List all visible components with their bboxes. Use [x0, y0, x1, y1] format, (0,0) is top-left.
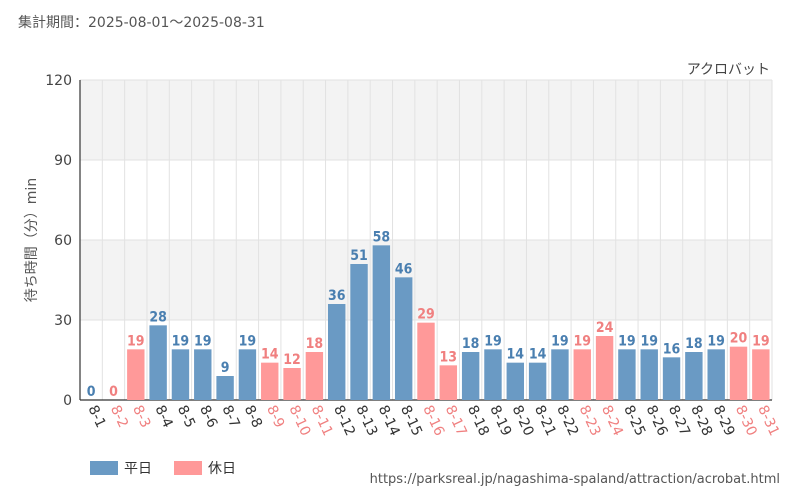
x-tick-label: 8-3 [129, 403, 153, 430]
value-label: 36 [328, 288, 346, 304]
value-label: 28 [149, 309, 167, 325]
value-label: 19 [618, 333, 636, 349]
value-label: 19 [707, 333, 725, 349]
bar-8-22 [551, 349, 569, 400]
x-tick-label: 8-7 [218, 403, 242, 430]
value-label: 12 [283, 352, 301, 368]
bar-8-16 [417, 322, 435, 400]
bar-8-7 [216, 376, 234, 400]
value-label: 19 [194, 333, 212, 349]
y-tick-label: 120 [45, 73, 72, 89]
value-label: 58 [373, 229, 391, 245]
bar-8-17 [439, 365, 458, 400]
plot-band [80, 80, 772, 160]
value-label: 14 [261, 347, 279, 363]
y-axis-title: 待ち時間（分）min [24, 178, 40, 302]
legend: 平日 休日 [90, 458, 258, 478]
value-label: 14 [507, 347, 525, 363]
source-url[interactable]: https://parksreal.jp/nagashima-spaland/a… [369, 472, 780, 487]
value-label: 0 [109, 384, 118, 400]
bar-8-26 [640, 349, 658, 400]
chart-title: アクロバット [687, 62, 770, 78]
value-label: 9 [221, 360, 230, 376]
bar-8-27 [662, 357, 681, 400]
value-label: 29 [417, 307, 435, 323]
bar-8-19 [484, 349, 502, 400]
x-tick-label: 8-6 [196, 403, 220, 431]
value-label: 19 [573, 333, 591, 349]
value-label: 51 [350, 248, 368, 264]
x-tick-label: 8-8 [241, 403, 265, 430]
bar-8-25 [618, 349, 636, 400]
bar-chart: 0306090120待ち時間（分）minアクロバット08-108-2198-32… [24, 62, 782, 439]
legend-item-holiday: 休日 [174, 458, 236, 478]
y-tick-label: 90 [54, 153, 72, 169]
plot-band [80, 240, 772, 320]
bar-8-23 [573, 349, 591, 400]
bar-8-31 [752, 349, 770, 400]
value-label: 16 [663, 341, 681, 357]
value-label: 0 [87, 384, 96, 400]
value-label: 14 [529, 347, 547, 363]
bar-8-3 [127, 349, 145, 400]
bar-8-21 [528, 362, 547, 400]
value-label: 19 [551, 333, 569, 349]
legend-label-weekday: 平日 [124, 461, 152, 477]
y-tick-label: 30 [54, 313, 72, 329]
value-label: 19 [484, 333, 502, 349]
value-label: 19 [127, 333, 145, 349]
y-tick-label: 0 [63, 393, 72, 409]
x-tick-label: 8-31 [754, 403, 782, 439]
bar-8-13 [350, 264, 368, 400]
x-tick-label: 8-2 [107, 403, 131, 430]
x-tick-label: 8-4 [152, 403, 176, 431]
value-label: 46 [395, 261, 413, 277]
value-label: 18 [462, 336, 480, 352]
legend-item-weekday: 平日 [90, 458, 152, 478]
bar-8-29 [707, 349, 725, 400]
bar-8-18 [461, 352, 480, 400]
value-label: 19 [640, 333, 658, 349]
legend-swatch-holiday [174, 461, 202, 475]
bar-8-24 [595, 336, 614, 400]
value-label: 18 [685, 336, 703, 352]
bar-8-28 [685, 352, 703, 400]
bar-8-15 [394, 277, 413, 400]
value-label: 19 [239, 333, 257, 349]
bar-8-14 [372, 245, 391, 400]
bar-8-11 [305, 352, 324, 400]
bar-8-4 [149, 325, 167, 400]
plot-band [80, 160, 772, 240]
x-tick-label: 8-5 [174, 403, 198, 430]
value-label: 19 [752, 333, 770, 349]
legend-label-holiday: 休日 [208, 461, 236, 477]
bar-8-8 [238, 349, 257, 400]
bar-8-6 [194, 349, 212, 400]
legend-swatch-weekday [90, 461, 118, 475]
y-tick-label: 60 [54, 233, 72, 249]
value-label: 24 [596, 320, 614, 336]
x-tick-label: 8-9 [263, 403, 287, 430]
bar-8-5 [171, 349, 190, 400]
value-label: 18 [306, 336, 324, 352]
x-tick-label: 8-1 [85, 403, 109, 430]
value-label: 19 [172, 333, 190, 349]
bar-8-20 [506, 362, 524, 400]
bar-8-10 [283, 368, 301, 400]
period-label: 集計期間：2025-08-01〜2025-08-31 [18, 15, 265, 31]
bar-8-9 [261, 362, 279, 400]
value-label: 13 [440, 349, 458, 365]
value-label: 20 [730, 331, 748, 347]
bar-8-30 [729, 346, 748, 400]
bar-8-12 [328, 304, 346, 400]
